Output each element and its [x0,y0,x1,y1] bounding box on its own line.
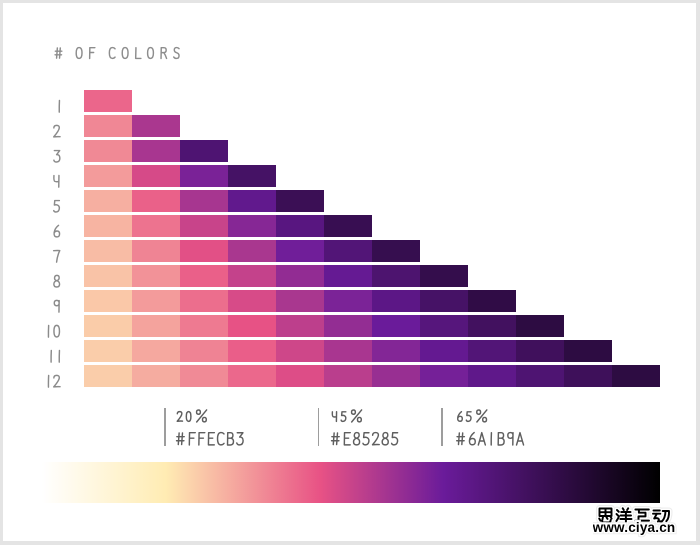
svg-text:www.ciya.cn: www.ciya.cn [593,520,675,535]
svg-text:www.ciya.cn: www.ciya.cn [593,520,675,535]
